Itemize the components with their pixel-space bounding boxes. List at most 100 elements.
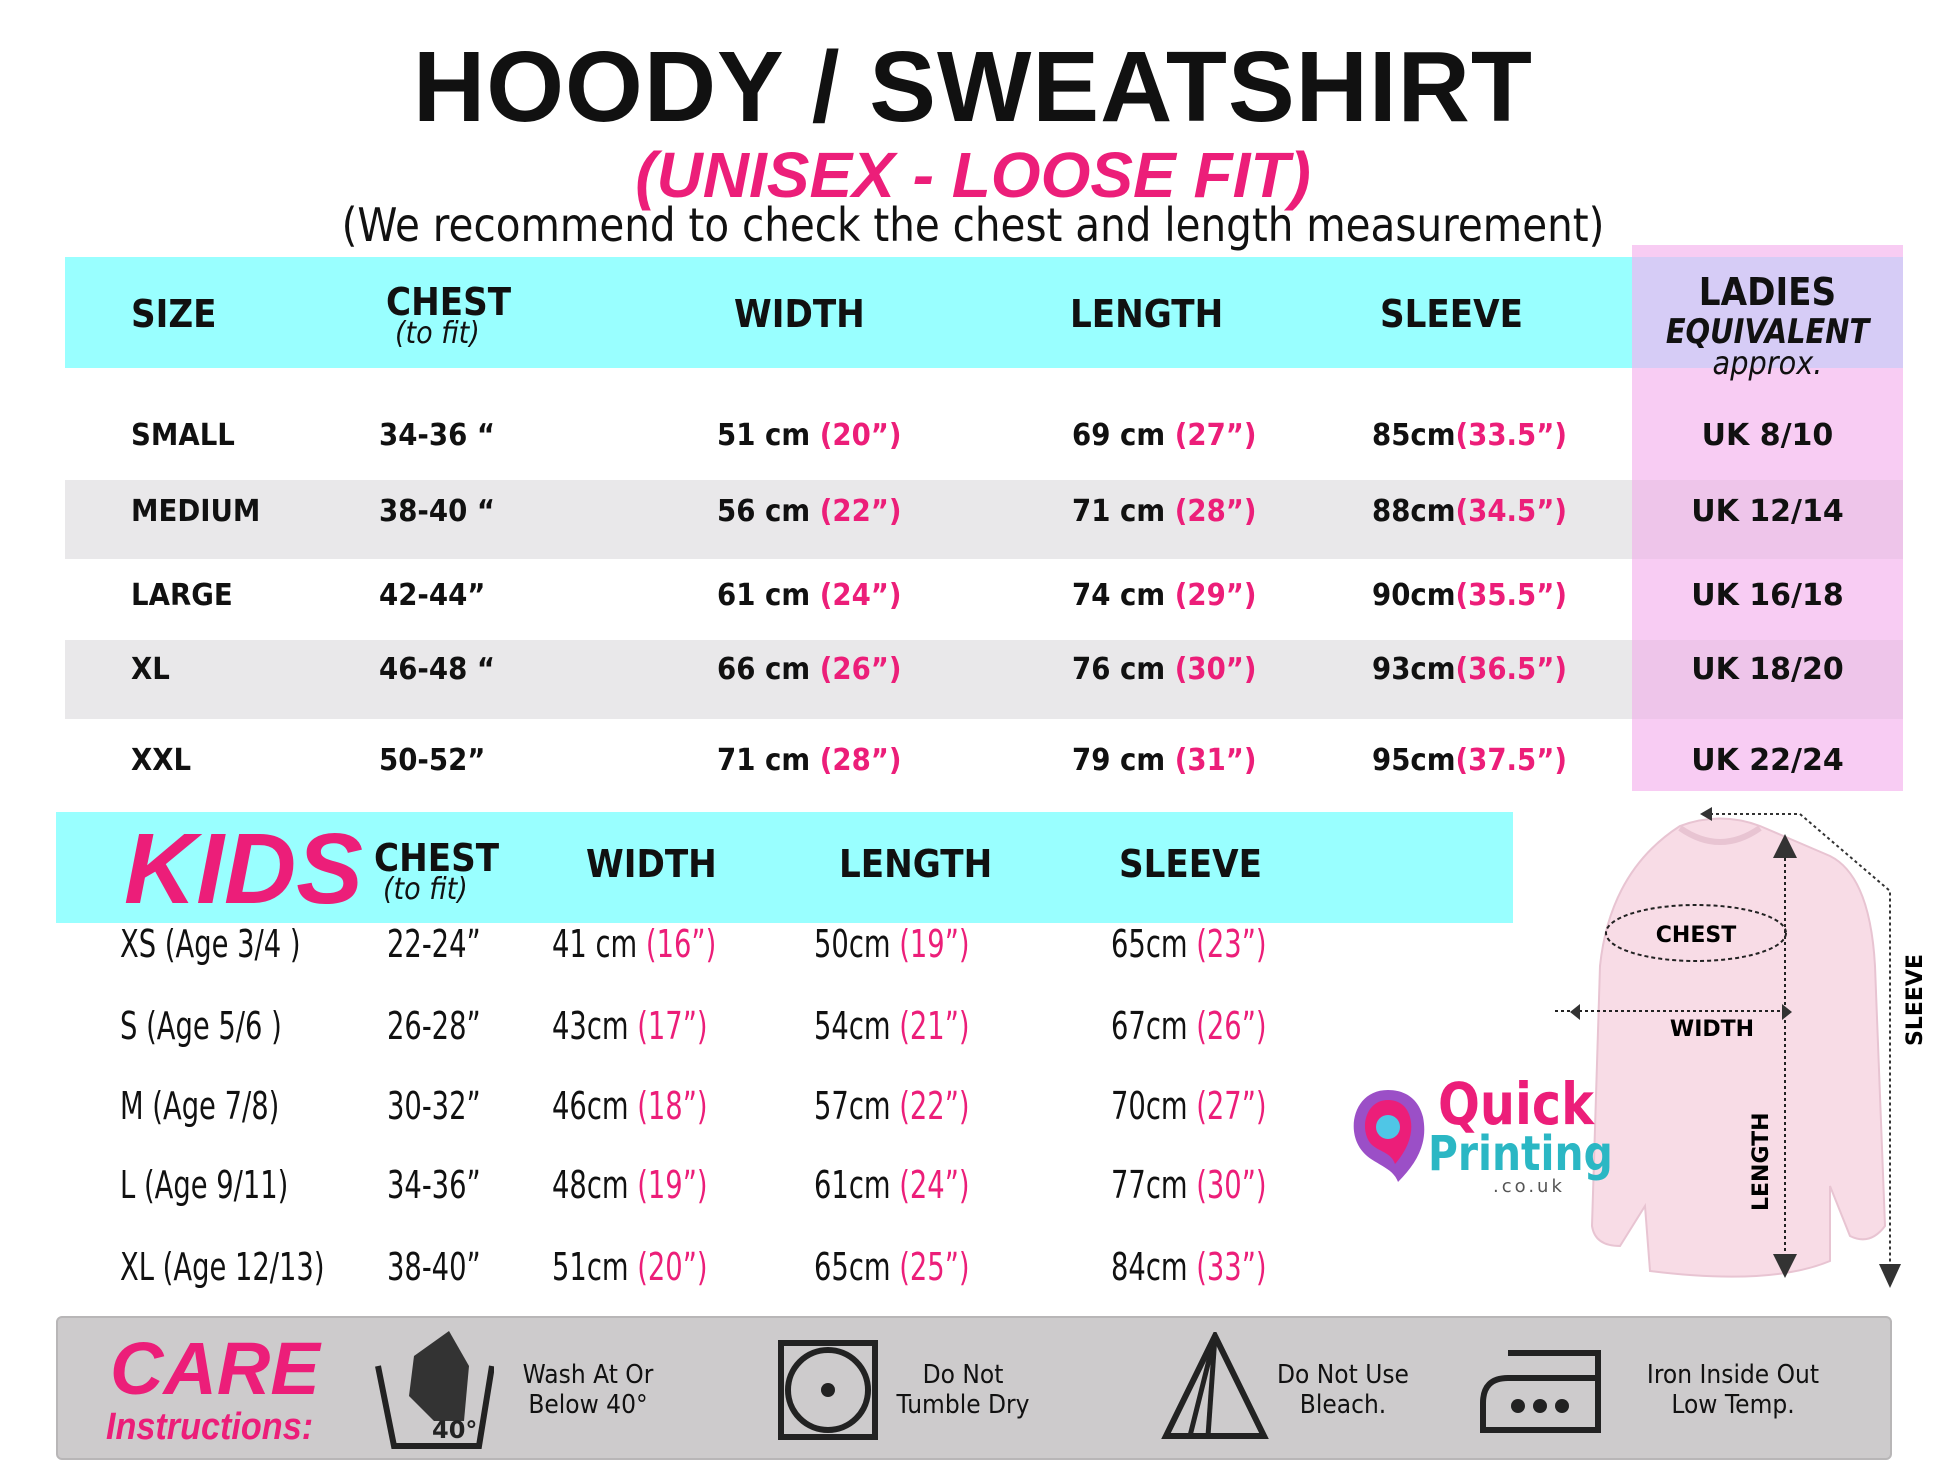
width-cm: 48cm xyxy=(552,1163,629,1207)
adult-size: MEDIUM xyxy=(131,494,261,529)
kids-header-length: LENGTH xyxy=(839,842,993,886)
length-in: (31”) xyxy=(1174,743,1257,778)
iron-low-icon xyxy=(1480,1350,1601,1433)
header-chest-label: CHEST xyxy=(386,280,512,324)
header-ladies: LADIES EQUIVALENT approx. xyxy=(1632,270,1903,382)
length-in: (27”) xyxy=(1174,418,1257,453)
kids-sleeve: 84cm (33”) xyxy=(1111,1245,1267,1289)
length-cm: 74 cm xyxy=(1072,578,1166,613)
width-in: (22”) xyxy=(819,494,902,529)
ladies-row-bg xyxy=(1632,640,1903,719)
no-bleach-icon xyxy=(1161,1332,1269,1439)
length-cm: 65cm xyxy=(814,1245,891,1289)
kids-size: M (Age 7/8) xyxy=(120,1084,280,1128)
length-cm: 71 cm xyxy=(1072,494,1166,529)
length-cm: 50cm xyxy=(814,922,891,966)
kids-width: 48cm (19”) xyxy=(552,1163,708,1207)
length-cm: 69 cm xyxy=(1072,418,1166,453)
kids-length: 57cm (22”) xyxy=(814,1084,970,1128)
sleeve-cm: 65cm xyxy=(1111,922,1188,966)
length-cm: 76 cm xyxy=(1072,652,1166,687)
kids-chest: 22-24” xyxy=(387,922,481,966)
kids-size: XS (Age 3/4 ) xyxy=(120,922,301,966)
care-iron-line1: Iron Inside Out xyxy=(1646,1360,1820,1390)
kids-length: 50cm (19”) xyxy=(814,922,970,966)
adult-chest: 38-40 “ xyxy=(379,494,496,529)
sleeve-in: (30”) xyxy=(1196,1163,1267,1207)
adult-size: XXL xyxy=(131,743,192,778)
care-iron-line2: Low Temp. xyxy=(1671,1390,1795,1420)
header-ladies-note: approx. xyxy=(1712,344,1823,382)
recommendation-note: (We recommend to check the chest and len… xyxy=(341,198,1605,252)
adult-chest: 50-52” xyxy=(379,743,486,778)
kids-length: 65cm (25”) xyxy=(814,1245,970,1289)
sleeve-in: (23”) xyxy=(1196,922,1267,966)
header-length: LENGTH xyxy=(1070,292,1224,336)
width-cm: 51cm xyxy=(552,1245,629,1289)
care-iron-text: Iron Inside Out Low Temp. xyxy=(1630,1360,1837,1420)
adult-sleeve: 95cm(37.5”) xyxy=(1372,743,1567,778)
diagram-sleeve-label: SLEEVE xyxy=(1903,954,1928,1046)
kids-sleeve: 67cm (26”) xyxy=(1111,1004,1267,1048)
width-in: (19”) xyxy=(637,1163,708,1207)
adult-chest: 46-48 “ xyxy=(379,652,496,687)
width-in: (26”) xyxy=(819,652,902,687)
sleeve-in: (27”) xyxy=(1196,1084,1267,1128)
sleeve-in: (36.5”) xyxy=(1455,652,1568,687)
ladies-equivalent: UK 16/18 xyxy=(1691,578,1844,613)
length-arrow-up-icon xyxy=(1773,834,1797,858)
width-in: (24”) xyxy=(819,578,902,613)
diagram-chest-label: CHEST xyxy=(1656,923,1736,948)
ladies-equivalent: UK 18/20 xyxy=(1691,652,1844,687)
adult-width: 56 cm (22”) xyxy=(717,494,902,529)
care-dry-line1: Do Not xyxy=(922,1360,1004,1390)
kids-size: S (Age 5/6 ) xyxy=(120,1004,282,1048)
width-in: (17”) xyxy=(637,1004,708,1048)
sleeve-cm: 84cm xyxy=(1111,1245,1188,1289)
kids-header-width: WIDTH xyxy=(586,842,717,886)
header-sleeve: SLEEVE xyxy=(1380,292,1523,336)
width-cm: 56 cm xyxy=(717,494,811,529)
ladies-equivalent: UK 22/24 xyxy=(1691,743,1844,778)
sleeve-cm: 93cm xyxy=(1372,652,1456,687)
sleeve-cm: 85cm xyxy=(1372,418,1456,453)
length-in: (29”) xyxy=(1174,578,1257,613)
diagram-length-label: LENGTH xyxy=(1749,1112,1774,1211)
kids-size: XL (Age 12/13) xyxy=(120,1245,325,1289)
sleeve-arrow-icon xyxy=(1879,1264,1901,1288)
adult-sleeve: 90cm(35.5”) xyxy=(1372,578,1567,613)
adult-length: 79 cm (31”) xyxy=(1072,743,1257,778)
length-arrow-down-icon xyxy=(1773,1254,1797,1278)
length-in: (21”) xyxy=(899,1004,970,1048)
kids-chest: 26-28” xyxy=(387,1004,481,1048)
adult-length: 74 cm (29”) xyxy=(1072,578,1257,613)
width-in: (20”) xyxy=(637,1245,708,1289)
kids-chest: 38-40” xyxy=(387,1245,481,1289)
length-cm: 54cm xyxy=(814,1004,891,1048)
logo-quick: Quick xyxy=(1438,1070,1594,1138)
adult-sleeve: 88cm(34.5”) xyxy=(1372,494,1567,529)
header-ladies-sub: EQUIVALENT xyxy=(1665,312,1870,352)
kids-sleeve: 77cm (30”) xyxy=(1111,1163,1267,1207)
care-subtitle: Instructions: xyxy=(106,1406,314,1448)
length-cm: 57cm xyxy=(814,1084,891,1128)
care-title: CARE xyxy=(110,1327,320,1410)
sleeve-in: (37.5”) xyxy=(1455,743,1568,778)
wash-40-icon: 40° xyxy=(375,1331,494,1449)
width-cm: 41 cm xyxy=(552,922,638,966)
wash-temp-badge: 40° xyxy=(432,1416,477,1444)
care-dry-line2: Tumble Dry xyxy=(896,1390,1030,1420)
logo-mark-icon xyxy=(1353,1090,1425,1182)
sleeve-in: (33”) xyxy=(1196,1245,1267,1289)
adult-size: SMALL xyxy=(131,418,235,453)
adult-width: 71 cm (28”) xyxy=(717,743,902,778)
kids-header-band xyxy=(56,812,1513,923)
width-cm: 46cm xyxy=(552,1084,629,1128)
width-cm: 43cm xyxy=(552,1004,629,1048)
sweatshirt-shape xyxy=(1590,817,1887,1278)
kids-chest: 34-36” xyxy=(387,1163,481,1207)
no-tumble-dry-icon xyxy=(778,1340,878,1440)
logo-printing: Printing xyxy=(1428,1126,1613,1182)
sleeve-in: (35.5”) xyxy=(1455,578,1568,613)
sleeve-in: (26”) xyxy=(1196,1004,1267,1048)
